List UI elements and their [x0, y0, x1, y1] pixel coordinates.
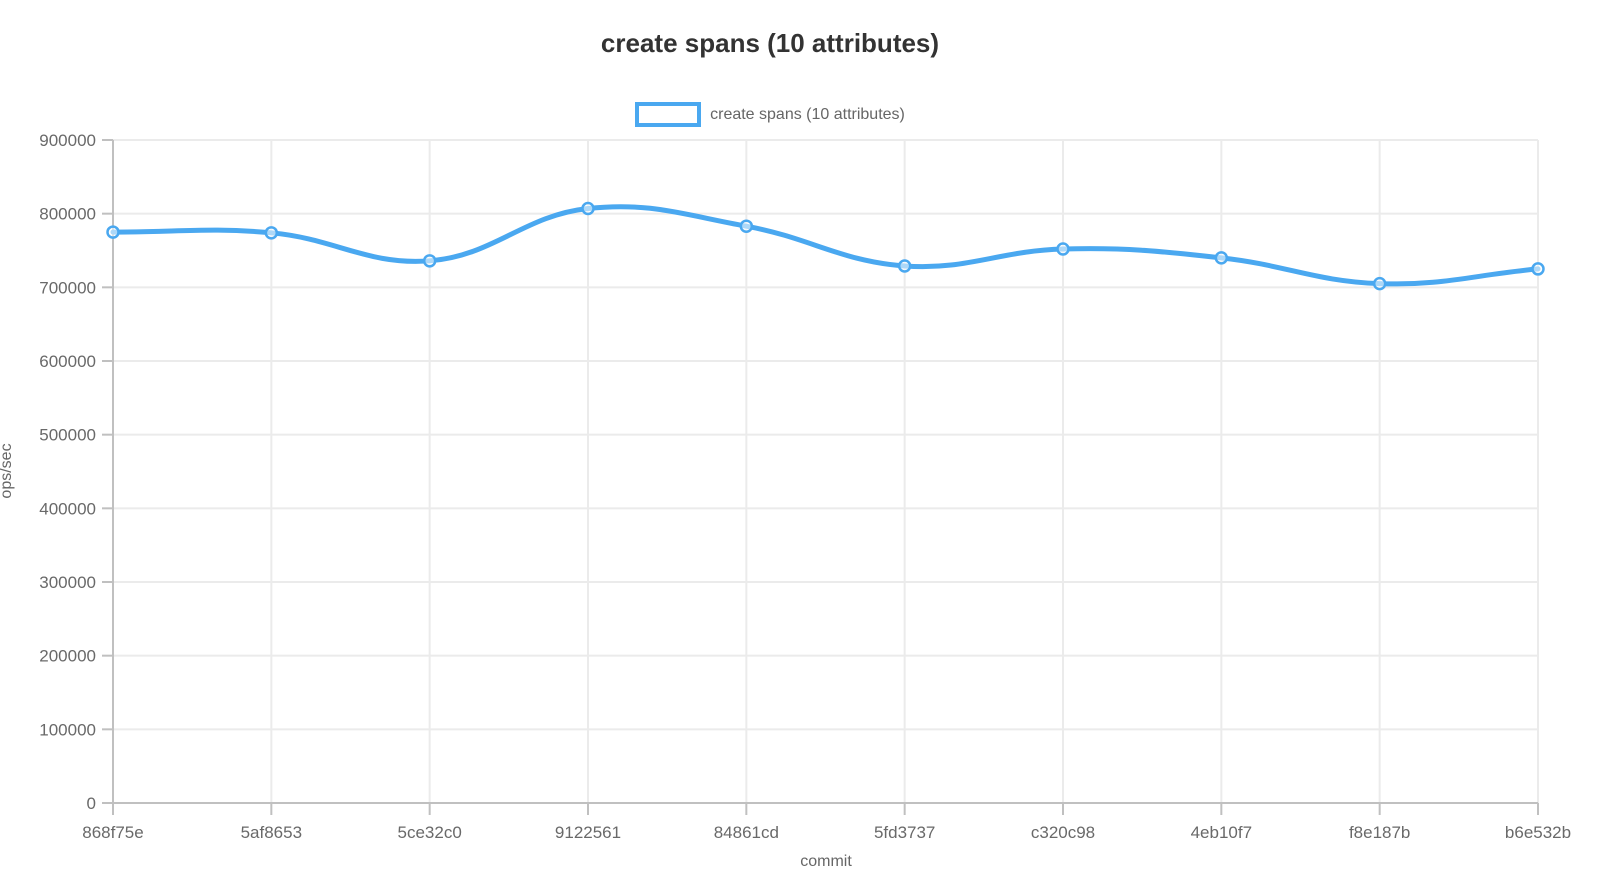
data-point[interactable]: [106, 225, 120, 239]
data-point[interactable]: [1056, 242, 1070, 256]
y-tick-label: 900000: [39, 131, 96, 150]
x-axis-title: commit: [800, 853, 852, 870]
data-point[interactable]: [264, 226, 279, 240]
y-tick-label: 600000: [39, 352, 96, 371]
x-tick-label: b6e532b: [1505, 823, 1571, 842]
x-tick-label: c320c98: [1031, 823, 1095, 842]
data-point[interactable]: [422, 254, 437, 268]
data-point[interactable]: [581, 201, 595, 216]
y-axis-title: ops/sec: [0, 443, 15, 498]
y-tick-label: 0: [87, 794, 96, 813]
data-point[interactable]: [1214, 251, 1229, 265]
y-tick-label: 800000: [39, 205, 96, 224]
legend-color-box-icon: [635, 102, 702, 127]
data-point[interactable]: [1372, 276, 1387, 291]
y-tick-label: 200000: [39, 647, 96, 666]
x-tick-label: f8e187b: [1349, 823, 1410, 842]
y-tick-label: 500000: [39, 426, 96, 445]
x-tick-label: 9122561: [555, 823, 621, 842]
legend: create spans (10 attributes): [0, 102, 1540, 127]
series-line: [110, 204, 1541, 287]
x-tick-label: 5ce32c0: [398, 823, 462, 842]
legend-item[interactable]: create spans (10 attributes): [635, 102, 905, 127]
y-tick-label: 400000: [39, 499, 96, 518]
data-point[interactable]: [1531, 262, 1545, 276]
chart-title: create spans (10 attributes): [600, 28, 940, 58]
x-tick-label: 5af8653: [241, 823, 302, 842]
y-tick-label: 700000: [39, 278, 96, 297]
legend-item-label: create spans (10 attributes): [710, 105, 905, 123]
x-tick-label: 84861cd: [714, 823, 779, 842]
y-tick-label: 100000: [39, 720, 96, 739]
x-tick-label: 5fd3737: [874, 823, 935, 842]
data-point[interactable]: [897, 259, 912, 273]
y-tick-label: 300000: [39, 573, 96, 592]
x-tick-label: 4eb10f7: [1191, 823, 1252, 842]
data-point[interactable]: [739, 219, 754, 233]
x-tick-label: 868f75e: [82, 823, 143, 842]
